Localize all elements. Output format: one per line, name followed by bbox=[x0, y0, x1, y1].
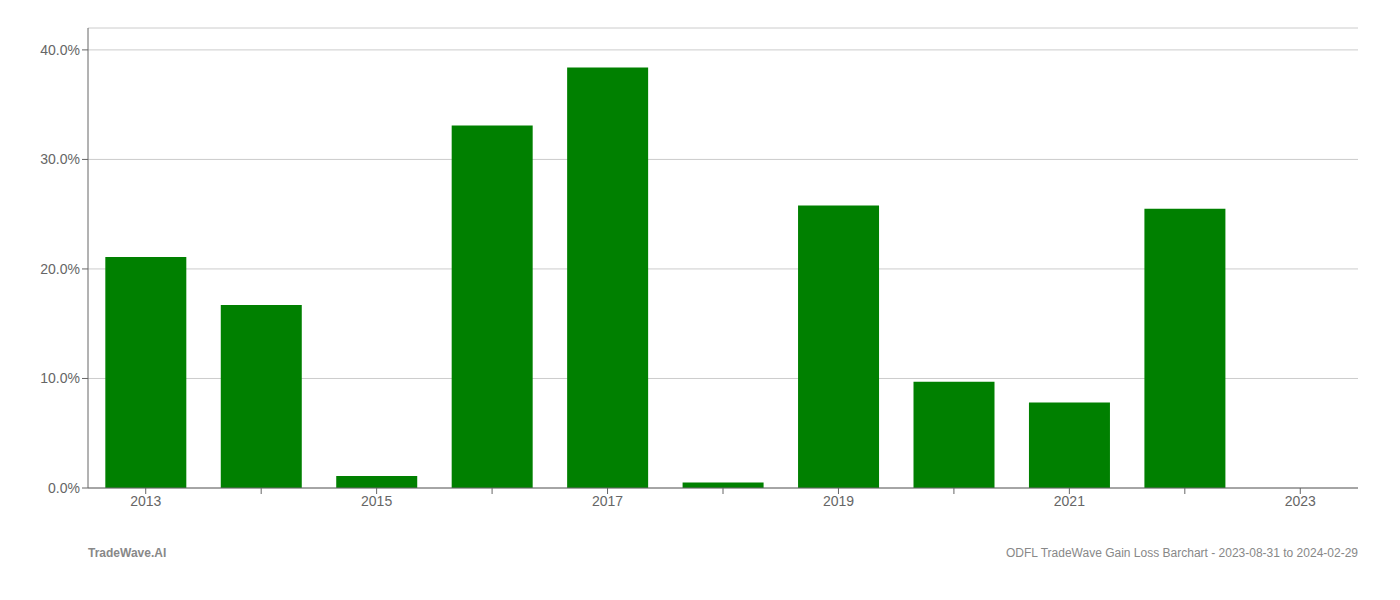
svg-text:10.0%: 10.0% bbox=[40, 370, 80, 386]
svg-text:2023: 2023 bbox=[1285, 493, 1316, 509]
html-text:TradeWave.AI: TradeWave.AI bbox=[88, 546, 167, 560]
svg-text:0.0%: 0.0% bbox=[48, 480, 80, 496]
svg-text:2015: 2015 bbox=[361, 493, 392, 509]
svg-text:2017: 2017 bbox=[592, 493, 623, 509]
svg-text:2019: 2019 bbox=[823, 493, 854, 509]
svg-text:20.0%: 20.0% bbox=[40, 261, 80, 277]
html-text:ODFL TradeWave Gain Loss Barch: ODFL TradeWave Gain Loss Barchart - 2023… bbox=[1006, 546, 1358, 560]
svg-text:2013: 2013 bbox=[130, 493, 161, 509]
svg-text:2021: 2021 bbox=[1054, 493, 1085, 509]
svg-text:30.0%: 30.0% bbox=[40, 151, 80, 167]
svg-text:40.0%: 40.0% bbox=[40, 42, 80, 58]
